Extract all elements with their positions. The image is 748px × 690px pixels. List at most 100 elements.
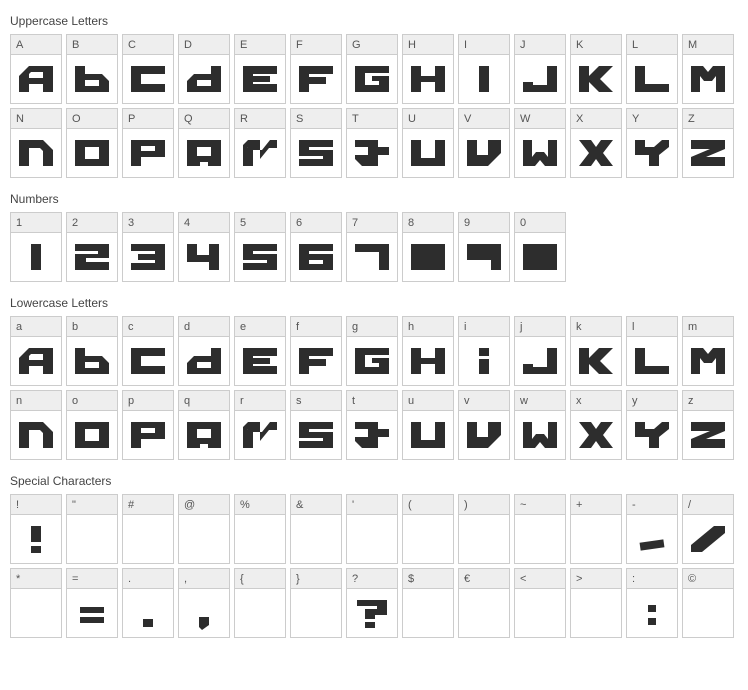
char-glyph (291, 589, 341, 637)
char-glyph (179, 233, 229, 281)
char-label: l (627, 317, 677, 337)
char-cell: t (346, 390, 398, 460)
char-label: i (459, 317, 509, 337)
char-glyph (291, 515, 341, 563)
char-label: B (67, 35, 117, 55)
char-label: M (683, 35, 733, 55)
char-grid: abcdefghijklmnopqrstuvwxyz (10, 316, 738, 460)
char-glyph (459, 411, 509, 459)
char-glyph (571, 55, 621, 103)
char-cell: H (402, 34, 454, 104)
char-glyph (179, 515, 229, 563)
char-glyph (515, 411, 565, 459)
char-glyph (11, 589, 61, 637)
section-title: Uppercase Letters (10, 14, 738, 28)
char-glyph (347, 337, 397, 385)
char-cell: K (570, 34, 622, 104)
char-glyph (347, 411, 397, 459)
char-label: @ (179, 495, 229, 515)
char-label: } (291, 569, 341, 589)
char-glyph (515, 55, 565, 103)
char-grid: 1234567890 (10, 212, 738, 282)
char-cell: h (402, 316, 454, 386)
char-glyph (123, 515, 173, 563)
char-label: F (291, 35, 341, 55)
char-glyph (571, 129, 621, 177)
char-cell: w (514, 390, 566, 460)
char-label: u (403, 391, 453, 411)
char-cell: Q (178, 108, 230, 178)
char-label: g (347, 317, 397, 337)
char-glyph (291, 129, 341, 177)
char-cell: I (458, 34, 510, 104)
char-label: ' (347, 495, 397, 515)
char-cell: e (234, 316, 286, 386)
char-glyph (67, 515, 117, 563)
char-cell: & (290, 494, 342, 564)
char-label: m (683, 317, 733, 337)
char-label: r (235, 391, 285, 411)
char-label: Z (683, 109, 733, 129)
char-glyph (123, 337, 173, 385)
char-glyph (291, 411, 341, 459)
char-cell: . (122, 568, 174, 638)
char-glyph (235, 337, 285, 385)
char-cell: ? (346, 568, 398, 638)
char-glyph (179, 55, 229, 103)
char-label: e (235, 317, 285, 337)
char-glyph (627, 589, 677, 637)
char-label: 3 (123, 213, 173, 233)
char-cell: c (122, 316, 174, 386)
char-glyph (67, 337, 117, 385)
char-label: y (627, 391, 677, 411)
char-glyph (403, 589, 453, 637)
char-glyph (235, 589, 285, 637)
char-cell: - (626, 494, 678, 564)
char-label: 2 (67, 213, 117, 233)
char-cell: 1 (10, 212, 62, 282)
char-cell: ' (346, 494, 398, 564)
char-label: V (459, 109, 509, 129)
char-glyph (627, 55, 677, 103)
char-cell: N (10, 108, 62, 178)
char-cell: 8 (402, 212, 454, 282)
char-cell: U (402, 108, 454, 178)
char-glyph (403, 515, 453, 563)
char-glyph (291, 55, 341, 103)
char-cell: l (626, 316, 678, 386)
char-label: c (123, 317, 173, 337)
char-cell: ! (10, 494, 62, 564)
char-label: O (67, 109, 117, 129)
char-cell: o (66, 390, 118, 460)
char-label: + (571, 495, 621, 515)
char-label: % (235, 495, 285, 515)
char-label: ) (459, 495, 509, 515)
char-cell: p (122, 390, 174, 460)
char-cell: $ (402, 568, 454, 638)
char-glyph (515, 233, 565, 281)
char-cell: Y (626, 108, 678, 178)
char-glyph (627, 129, 677, 177)
char-glyph (683, 129, 733, 177)
char-label: d (179, 317, 229, 337)
char-label: ! (11, 495, 61, 515)
char-label: N (11, 109, 61, 129)
char-label: a (11, 317, 61, 337)
char-cell: © (682, 568, 734, 638)
char-label: Q (179, 109, 229, 129)
char-label: - (627, 495, 677, 515)
char-label: ? (347, 569, 397, 589)
char-cell: : (626, 568, 678, 638)
char-label: 4 (179, 213, 229, 233)
char-glyph (515, 515, 565, 563)
char-label: v (459, 391, 509, 411)
char-glyph (235, 515, 285, 563)
char-label: x (571, 391, 621, 411)
char-cell: + (570, 494, 622, 564)
char-cell: b (66, 316, 118, 386)
char-label: w (515, 391, 565, 411)
char-cell: d (178, 316, 230, 386)
char-label: k (571, 317, 621, 337)
char-glyph (459, 515, 509, 563)
char-label: $ (403, 569, 453, 589)
